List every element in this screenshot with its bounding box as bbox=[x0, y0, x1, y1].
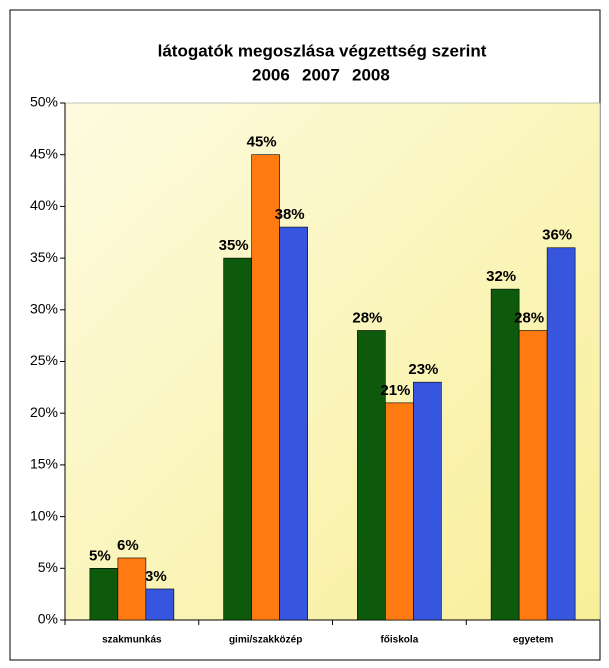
value-label: 45% bbox=[247, 134, 277, 151]
bar bbox=[385, 402, 414, 621]
value-label: 35% bbox=[219, 237, 249, 254]
value-label: 23% bbox=[408, 361, 438, 378]
y-tick-label: 10% bbox=[30, 507, 58, 523]
chart-title: látogatók megoszlása végzettség szerint bbox=[158, 41, 487, 60]
bar bbox=[490, 288, 520, 621]
y-tick-label: 5% bbox=[38, 559, 58, 575]
bar bbox=[413, 381, 442, 621]
bar bbox=[145, 588, 175, 621]
y-tick-label: 30% bbox=[30, 301, 58, 317]
bar bbox=[117, 557, 147, 621]
bar bbox=[251, 154, 280, 621]
value-label: 6% bbox=[117, 537, 139, 554]
value-label: 28% bbox=[514, 309, 544, 326]
value-label: 21% bbox=[380, 382, 410, 399]
bar bbox=[223, 257, 252, 621]
value-label: 32% bbox=[486, 268, 516, 285]
x-tick-label: szakmunkás bbox=[102, 635, 162, 646]
value-label: 3% bbox=[145, 568, 167, 585]
y-tick-label: 45% bbox=[30, 145, 58, 161]
x-tick-label: gimi/szakközép bbox=[229, 635, 302, 646]
value-label: 5% bbox=[89, 547, 111, 564]
y-tick-label: 35% bbox=[30, 249, 58, 265]
y-tick-label: 50% bbox=[30, 94, 58, 110]
value-label: 38% bbox=[275, 206, 305, 223]
value-label: 28% bbox=[352, 309, 382, 326]
legend-entry: 2006 bbox=[252, 65, 290, 84]
x-tick-label: főiskola bbox=[380, 635, 418, 646]
bar bbox=[518, 330, 548, 621]
y-tick-label: 20% bbox=[30, 404, 58, 420]
bar bbox=[279, 226, 308, 621]
bar bbox=[357, 330, 386, 621]
value-label: 36% bbox=[542, 227, 572, 244]
x-tick-label: egyetem bbox=[513, 635, 554, 646]
y-tick-label: 40% bbox=[30, 197, 58, 213]
y-tick-label: 15% bbox=[30, 456, 58, 472]
y-tick-label: 0% bbox=[38, 611, 58, 627]
bar bbox=[89, 567, 119, 621]
legend-entry: 2008 bbox=[352, 65, 390, 84]
legend-entry: 2007 bbox=[302, 65, 340, 84]
bar bbox=[546, 247, 576, 621]
y-tick-label: 25% bbox=[30, 352, 58, 368]
